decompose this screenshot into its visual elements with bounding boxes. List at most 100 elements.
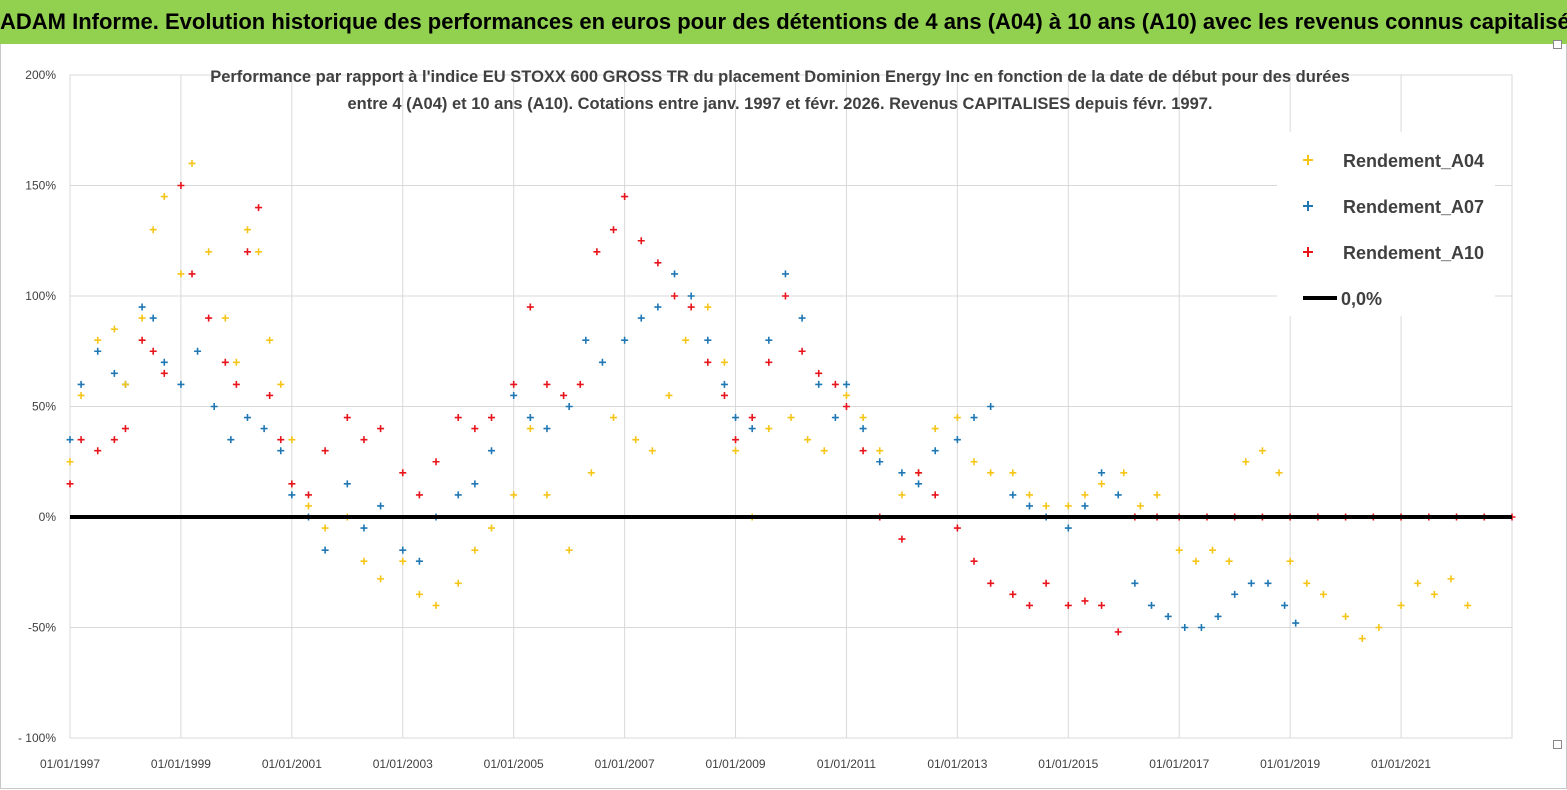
data-point	[565, 403, 573, 410]
data-point	[221, 358, 229, 366]
data-point	[432, 458, 440, 466]
data-point	[931, 447, 939, 455]
data-point	[377, 502, 385, 510]
x-tick-label: 01/01/2007	[595, 757, 655, 771]
data-point	[177, 182, 185, 189]
data-point	[781, 270, 789, 278]
data-point	[243, 248, 251, 256]
data-point	[953, 436, 961, 444]
chart-title-line-1: Performance par rapport à l'indice EU ST…	[210, 68, 1350, 86]
y-tick-label: -50%	[28, 621, 56, 635]
data-point	[831, 380, 839, 388]
y-tick-label: 200%	[25, 68, 56, 82]
data-point	[415, 557, 423, 565]
data-point	[1009, 469, 1017, 477]
data-point	[277, 436, 285, 444]
data-point	[160, 193, 168, 201]
data-point	[1197, 624, 1205, 631]
data-point	[637, 237, 645, 245]
data-point	[876, 447, 884, 455]
data-point	[188, 159, 196, 167]
data-point	[1281, 601, 1289, 609]
legend-label: Rendement_A04	[1343, 151, 1484, 171]
x-axis-ticks: 01/01/1997 01/01/1999 01/01/2001 01/01/2003…	[40, 757, 1431, 771]
data-point	[138, 314, 146, 322]
data-point	[321, 546, 329, 554]
data-point	[377, 425, 385, 433]
data-point	[243, 414, 251, 422]
data-point	[1264, 579, 1272, 587]
data-point	[781, 292, 789, 300]
data-point	[654, 303, 662, 311]
legend-marker	[1303, 155, 1313, 165]
data-point	[94, 336, 102, 344]
chart-title: Performance par rapport à l'indice EU ST…	[210, 68, 1350, 113]
data-point	[748, 414, 756, 422]
data-point	[471, 480, 479, 488]
y-tick-label: - 100%	[18, 731, 56, 745]
data-point	[915, 480, 923, 488]
data-point	[610, 414, 618, 422]
data-point	[654, 259, 662, 267]
data-point	[842, 403, 850, 410]
data-point	[1042, 579, 1050, 587]
data-point	[210, 403, 218, 410]
data-point	[377, 575, 385, 583]
data-point	[1148, 601, 1155, 609]
data-point	[149, 347, 157, 355]
data-point	[720, 358, 728, 366]
data-point	[432, 601, 440, 609]
data-point	[898, 469, 906, 477]
data-point	[1342, 612, 1350, 620]
data-point	[576, 380, 584, 388]
x-tick-label: 01/01/2021	[1371, 757, 1431, 771]
data-point	[687, 303, 695, 311]
data-point	[1114, 491, 1122, 499]
chart-grid	[69, 74, 1513, 739]
data-point	[1098, 480, 1106, 488]
x-tick-label: 01/01/1999	[151, 757, 211, 771]
data-point	[110, 369, 118, 377]
data-point	[621, 193, 629, 201]
data-point	[915, 469, 923, 477]
data-point	[121, 425, 129, 433]
data-point	[1114, 628, 1122, 636]
data-point	[682, 336, 690, 344]
data-point	[149, 314, 157, 322]
data-point	[720, 391, 728, 399]
x-tick-label: 01/01/2015	[1038, 757, 1098, 771]
data-point	[471, 425, 479, 433]
data-point	[304, 502, 312, 510]
data-point	[399, 557, 407, 565]
data-point	[987, 469, 995, 477]
data-point	[66, 436, 74, 444]
data-point	[593, 248, 601, 256]
data-point	[859, 425, 867, 433]
data-point	[1081, 597, 1089, 605]
resize-handle-bottom-right[interactable]	[1553, 740, 1562, 749]
x-tick-label: 01/01/2001	[262, 757, 322, 771]
data-point	[304, 491, 312, 499]
x-tick-label: 01/01/2011	[817, 757, 876, 771]
series-rendement_a07	[66, 270, 1300, 631]
data-point	[732, 436, 740, 444]
data-point	[488, 414, 496, 422]
data-point	[704, 358, 712, 366]
data-point	[1025, 601, 1033, 609]
data-point	[1042, 502, 1050, 510]
data-point	[621, 336, 629, 344]
data-point	[637, 314, 645, 322]
data-point	[1081, 491, 1089, 499]
data-point	[360, 436, 368, 444]
resize-handle-right[interactable]	[1553, 40, 1562, 49]
x-tick-label: 01/01/2005	[484, 757, 544, 771]
data-point	[898, 535, 906, 543]
legend-label: Rendement_A07	[1343, 197, 1484, 217]
data-point	[288, 480, 296, 488]
data-point	[732, 447, 740, 455]
y-tick-label: 150%	[25, 179, 56, 193]
data-point	[510, 491, 518, 499]
data-point	[815, 369, 823, 377]
data-point	[798, 347, 806, 355]
data-point	[110, 325, 118, 333]
